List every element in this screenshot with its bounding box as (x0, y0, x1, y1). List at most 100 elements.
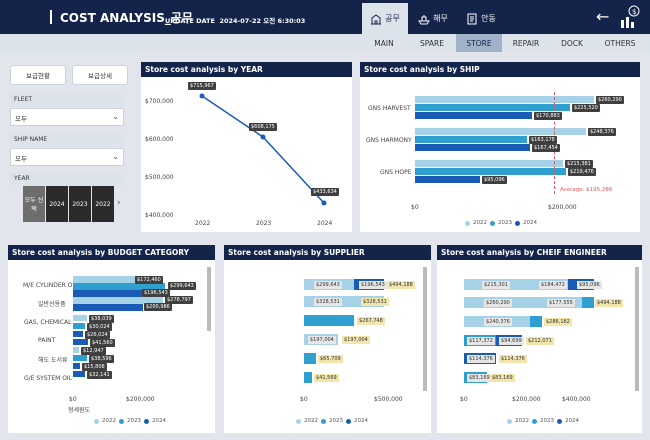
category-label: GNS HARMONY (366, 137, 412, 144)
building-icon (371, 13, 382, 24)
scrollbar[interactable] (423, 267, 427, 391)
data-label: $65,709 (318, 355, 343, 363)
year-point-2024 (321, 200, 327, 206)
x-tick: $200,000 (548, 204, 577, 211)
tab-spare[interactable]: SPARE (420, 38, 444, 48)
tab-store[interactable]: STORE (456, 34, 502, 52)
bar (304, 296, 384, 307)
data-label: $83,169 (490, 374, 515, 382)
data-label: $328,531 (314, 298, 342, 306)
data-label: $200,986 (144, 303, 172, 311)
bar (582, 297, 594, 308)
supplier-chart-panel: Store cost analysis by SUPPLIER $299,643… (224, 245, 431, 433)
average-label: Average: $195,286 (560, 187, 613, 193)
tab-haemu[interactable]: 해무 (410, 3, 456, 34)
legend-dot-2023 (532, 418, 537, 424)
bar (73, 339, 88, 345)
data-label: $267,748 (357, 317, 385, 325)
legend-dot-2022 (296, 418, 301, 424)
data-label: $95,096 (577, 281, 602, 289)
supply-detail-button[interactable]: 보급상세 (72, 65, 128, 85)
year-2022-chip[interactable]: 2022 (92, 186, 114, 222)
y-tick: $500,000 (145, 174, 174, 181)
bar (73, 297, 163, 304)
legend-dot-2023 (119, 418, 124, 424)
tab-others[interactable]: OTHERS (604, 38, 636, 48)
back-arrow-icon[interactable]: ← (596, 7, 610, 26)
title-accent (50, 10, 52, 24)
scrollbar[interactable] (207, 267, 211, 331)
document-icon (467, 13, 477, 24)
fleet-label: FLEET (10, 93, 124, 107)
bar (530, 316, 542, 327)
legend-dot-2024 (144, 418, 149, 424)
bar-hope-2023 (415, 168, 566, 175)
data-label: $494,188 (387, 281, 415, 289)
legend-dot-2024 (557, 418, 562, 424)
data-label: $196,543 (142, 289, 170, 297)
category-label: GNS HARVEST (368, 105, 411, 112)
bar (304, 315, 354, 326)
x-tick: 2023 (256, 220, 272, 227)
bar-hope-2024 (415, 176, 480, 183)
chevron-right-icon[interactable]: › (117, 198, 121, 208)
tab-repair[interactable]: REPAIR (512, 38, 540, 48)
data-label: $94,699 (499, 337, 524, 345)
data-label: $177,555 (547, 299, 575, 307)
data-label: $83,169 (467, 374, 492, 382)
data-label: $215,381 (565, 160, 593, 168)
tab-gongmu[interactable]: 공무 (362, 3, 408, 34)
svg-text:$: $ (632, 8, 636, 16)
year-all-chip[interactable]: 모두 선택 (23, 186, 45, 222)
money-chart-icon: $ (621, 5, 640, 28)
data-label: $248,376 (588, 128, 616, 136)
category-label: PAINT (38, 337, 56, 344)
bar (73, 276, 136, 283)
data-label: $286,182 (544, 318, 572, 326)
bar (73, 323, 85, 329)
data-label: $114,376 (467, 355, 495, 363)
legend-dot-2022 (465, 220, 470, 226)
fleet-select[interactable]: 모두 ⌄ (10, 108, 124, 126)
data-label: $299,643 (314, 281, 342, 289)
supplier-legend: 2022 2023 2024 (296, 418, 368, 424)
tab-dock[interactable]: DOCK (561, 38, 583, 48)
ship-icon (418, 14, 431, 24)
data-label: $167,454 (532, 144, 560, 152)
ship-legend: 2022 2023 2024 (465, 220, 537, 226)
year-point-2023 (260, 134, 266, 140)
y-tick: $600,000 (145, 136, 174, 143)
legend-dot-2023 (321, 418, 326, 424)
data-label: $260,290 (596, 96, 624, 104)
x-tick: $0 (460, 396, 468, 403)
data-label: $219,476 (568, 168, 596, 176)
data-label: $715,967 (188, 82, 216, 90)
bar (73, 304, 143, 311)
tab-andong[interactable]: 안동 (458, 3, 504, 34)
year-2023-chip[interactable]: 2023 (69, 186, 91, 222)
x-tick: $200,000 (512, 396, 541, 403)
bar-harvest-2022 (415, 96, 594, 103)
x-tick: $0 (69, 396, 77, 403)
scrollbar[interactable] (635, 267, 639, 391)
year-2024-chip[interactable]: 2024 (46, 186, 68, 222)
data-label: $95,096 (482, 176, 507, 184)
data-label: $114,376 (499, 355, 527, 363)
ship-name-select[interactable]: 모두 ⌄ (10, 148, 124, 166)
bar (73, 347, 79, 353)
ship-name-label: SHIP NAME (10, 133, 124, 147)
top-header (0, 0, 650, 34)
data-label: $608,175 (249, 123, 277, 131)
category-label: 해도 도서류 (38, 357, 68, 364)
supply-status-button[interactable]: 보급현황 (10, 65, 66, 85)
data-label: $240,376 (484, 318, 512, 326)
legend-dot-2024 (346, 418, 351, 424)
y-tick: $700,000 (145, 98, 174, 105)
tab-main[interactable]: MAIN (374, 38, 394, 48)
ship-chart-title: Store cost analysis by SHIP (360, 62, 640, 77)
data-label: $184,472 (539, 281, 567, 289)
budget-chart-panel: Store cost analysis by BUDGET CATEGORY M… (8, 245, 215, 433)
x-tick: $0 (300, 396, 308, 403)
data-label: $260,290 (484, 299, 512, 307)
data-label: $26,024 (85, 331, 110, 339)
